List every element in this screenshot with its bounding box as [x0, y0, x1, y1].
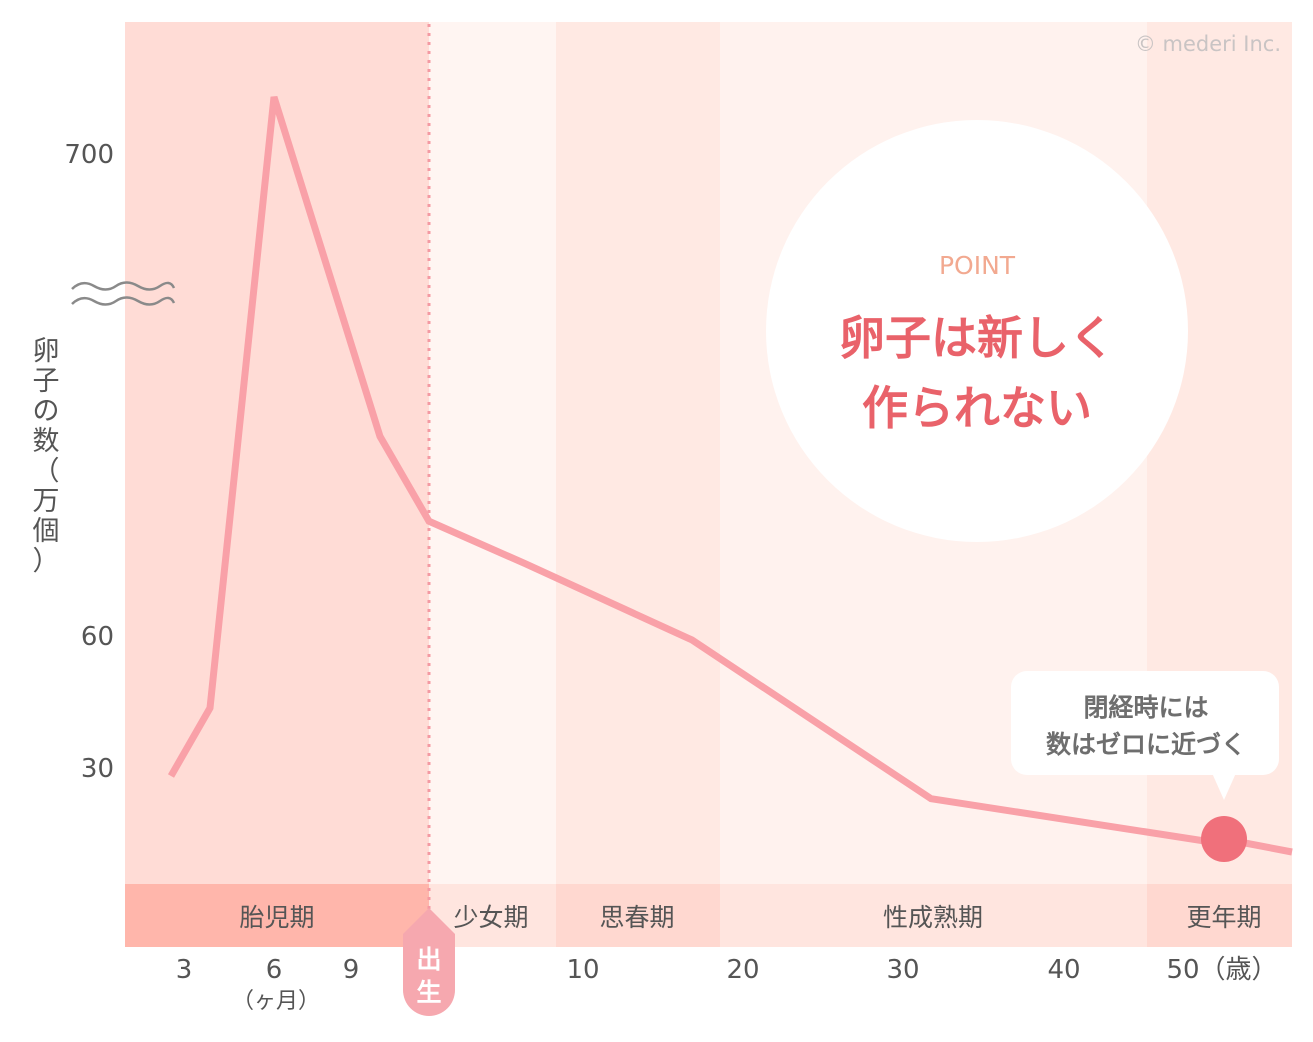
x-tick-3: 3: [176, 955, 193, 985]
y-tick-60: 60: [81, 622, 114, 652]
callout-box: [1011, 671, 1279, 775]
y-tick-700: 700: [64, 140, 114, 170]
point-bubble-label: POINT: [939, 251, 1016, 280]
stage-label-puberty: 思春期: [599, 903, 674, 932]
y-axis-label-char: の: [33, 396, 60, 427]
callout-pointer: [1212, 773, 1236, 800]
point-bubble-circle: [766, 120, 1188, 542]
stage-bar-maturity: [720, 884, 1147, 947]
birth-marker-char-2: 生: [416, 978, 441, 1007]
band-fetal: [125, 22, 429, 884]
birth-marker-shape: [403, 908, 455, 1016]
y-axis-label-char: 卵: [33, 336, 60, 367]
y-axis-label-char: （: [33, 456, 60, 487]
stage-label-menopause: 更年期: [1186, 903, 1261, 932]
y-axis-label-char: ）: [33, 546, 60, 577]
y-axis-label-char: 子: [33, 366, 60, 397]
x-tick-20: 20: [726, 955, 759, 985]
x-tick-10: 10: [566, 955, 599, 985]
y-axis-label: 卵子の数（万個）: [33, 336, 60, 577]
y-axis: 700 60 30 卵子の数（万個）: [33, 140, 176, 784]
axis-break-icon: [71, 281, 176, 306]
stage-label-girlhood: 少女期: [453, 903, 528, 932]
x-tick-6-unit: （ヶ月）: [232, 989, 320, 1014]
stage-label-fetal: 胎児期: [239, 903, 314, 932]
y-axis-label-char: 万: [33, 486, 60, 517]
x-tick-30: 30: [886, 955, 919, 985]
copyright-text: © mederi Inc.: [1135, 32, 1281, 56]
x-axis: 3 6 （ヶ月） 9 10 20 30 40 50（歳）: [176, 955, 1278, 1014]
y-axis-label-char: 数: [33, 426, 60, 457]
birth-marker-char-1: 出: [416, 945, 441, 974]
highlight-point: [1201, 816, 1247, 862]
callout-line-1: 閉経時には: [1083, 693, 1208, 722]
band-girlhood: [429, 22, 556, 884]
stage-label-maturity: 性成熟期: [883, 903, 983, 932]
callout-line-2: 数はゼロに近づく: [1046, 730, 1246, 759]
x-tick-6: 6: [266, 955, 283, 985]
stage-bar-puberty: [556, 884, 720, 947]
x-tick-40: 40: [1047, 955, 1080, 985]
band-puberty: [556, 22, 720, 884]
stage-bar: 胎児期 少女期 思春期 性成熟期 更年期: [125, 884, 1292, 947]
x-tick-50: 50（歳）: [1166, 955, 1277, 985]
stage-bar-fetal: [125, 884, 429, 947]
y-tick-30: 30: [81, 754, 114, 784]
point-bubble: POINT 卵子は新しく 作られない: [766, 120, 1188, 542]
x-tick-9: 9: [343, 955, 360, 985]
menopause-callout: 閉経時には 数はゼロに近づく: [1011, 671, 1279, 800]
y-axis-label-char: 個: [33, 516, 60, 547]
birth-marker: 出 生: [403, 908, 455, 1016]
stage-bar-menopause: [1147, 884, 1292, 947]
point-bubble-line-2: 作られない: [862, 381, 1092, 435]
point-bubble-line-1: 卵子は新しく: [839, 311, 1115, 365]
